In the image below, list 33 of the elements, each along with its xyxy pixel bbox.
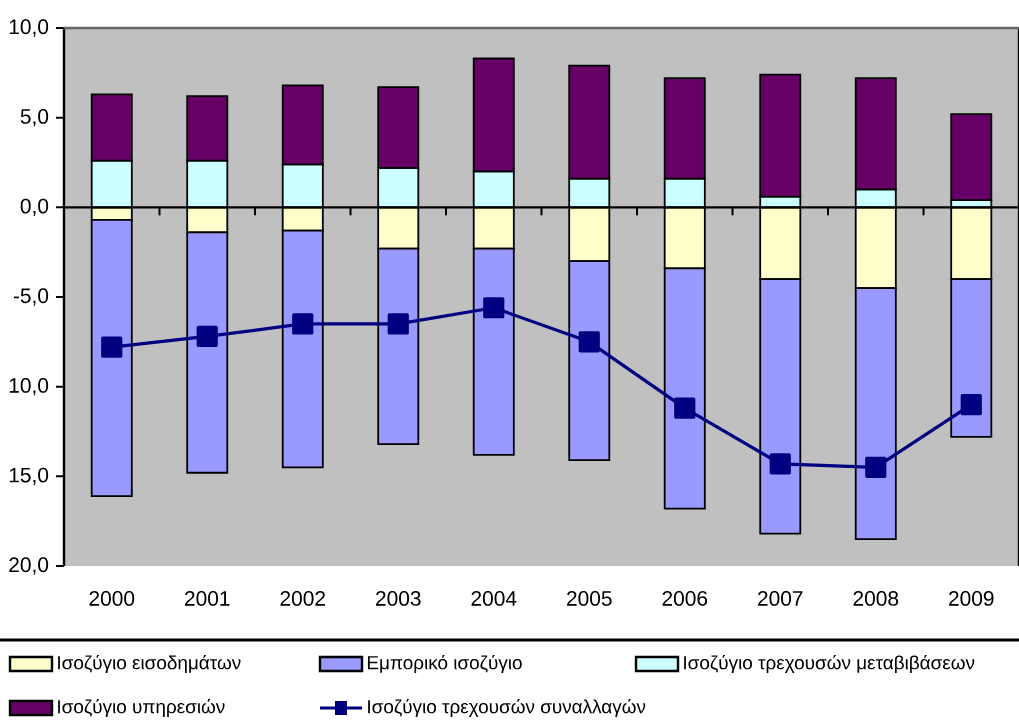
point (960, 394, 982, 416)
x-tick-label: 2006 (662, 591, 708, 606)
y-tick-label: 5,0 (20, 109, 49, 127)
x-tick-label: 2001 (185, 591, 230, 606)
y-tick-label: 0,0 (20, 198, 49, 216)
point (578, 331, 600, 353)
x-tick-label: 2009 (949, 591, 994, 606)
point (196, 325, 218, 348)
x-tick-label: 2003 (376, 591, 421, 606)
legend-label: Ισοζύγιο τρεχουσών μεταβιβάσεων (684, 654, 975, 674)
y-tick-label: 15,0 (9, 467, 49, 485)
legend-label: Ισοζύγιο τρεχουσών συναλλαγών (368, 698, 646, 718)
x-tick-label: 2002 (280, 591, 325, 606)
point (387, 313, 409, 335)
y-tick-label: 10,0 (9, 378, 49, 396)
point (865, 456, 887, 478)
bar (950, 113, 993, 202)
legend-label: Εμπορικό ισοζύγιο (367, 654, 522, 674)
legend-label: Ισοζύγιο εισοδημάτων (58, 654, 241, 674)
y-tick-label: 20,0 (9, 557, 49, 575)
x-tick-label: 2004 (471, 591, 517, 606)
legend-label: Ισοζύγιο υπηρεσιών (58, 698, 225, 718)
y-tick-label: 10,0 (9, 19, 49, 37)
point (292, 313, 314, 335)
point (674, 397, 696, 419)
x-tick-label: 2007 (758, 591, 803, 606)
x-tick-label: 2000 (89, 591, 135, 606)
x-tick-label: 2005 (567, 591, 612, 606)
point (483, 297, 505, 319)
y-tick-label: -5,0 (13, 288, 49, 306)
x-tick-label: 2008 (853, 591, 899, 606)
point (101, 336, 123, 358)
point (769, 453, 791, 475)
